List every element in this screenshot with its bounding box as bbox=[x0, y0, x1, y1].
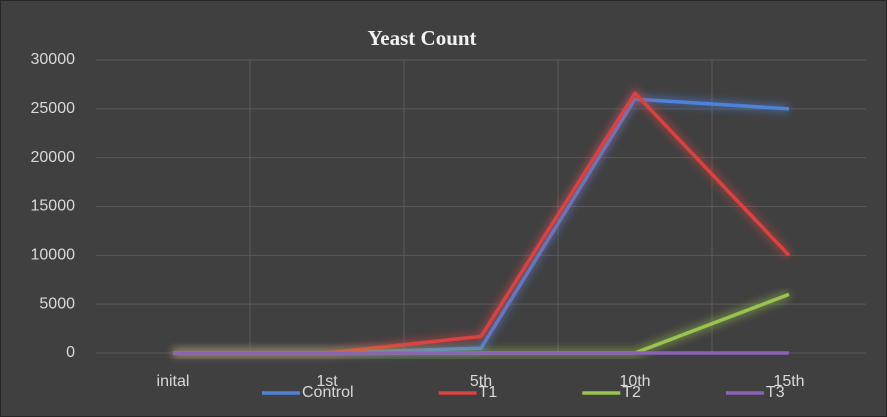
legend-label: T3 bbox=[766, 384, 785, 401]
y-tick-label: 20000 bbox=[31, 149, 76, 166]
legend-label: Control bbox=[302, 384, 354, 401]
y-tick-label: 15000 bbox=[31, 198, 76, 215]
y-tick-label: 25000 bbox=[31, 100, 76, 117]
chart-title: Yeast Count bbox=[367, 26, 476, 50]
legend-label: T2 bbox=[622, 384, 641, 401]
x-tick-label: 15th bbox=[773, 373, 804, 390]
x-tick-label: 1st bbox=[316, 373, 338, 390]
x-tick-label: inital bbox=[157, 373, 190, 390]
y-tick-label: 10000 bbox=[31, 247, 76, 264]
legend-label: T1 bbox=[479, 384, 498, 401]
y-tick-label: 0 bbox=[66, 344, 75, 361]
x-tick-label: 10th bbox=[619, 373, 650, 390]
y-tick-label: 5000 bbox=[39, 295, 75, 312]
y-tick-label: 30000 bbox=[31, 51, 76, 68]
x-tick-label: 5th bbox=[470, 373, 492, 390]
